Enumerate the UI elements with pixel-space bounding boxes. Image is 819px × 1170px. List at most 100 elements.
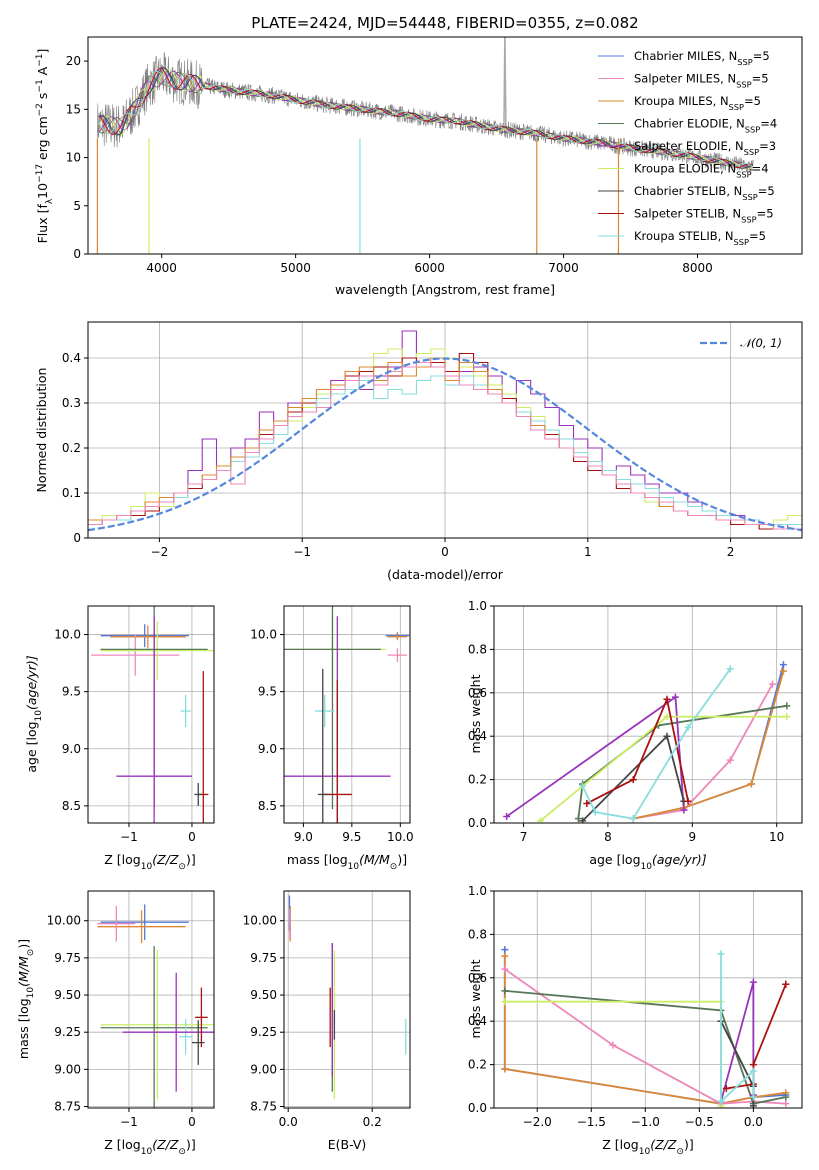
mass-weight-line bbox=[720, 981, 755, 1102]
mass-weight-marker bbox=[749, 978, 757, 986]
x-tick-label: 1 bbox=[584, 545, 592, 559]
model-spectrum-line bbox=[98, 67, 754, 168]
x-tick-label: 0 bbox=[188, 830, 196, 844]
x-tick-label: 9.5 bbox=[342, 830, 361, 844]
axes-frame bbox=[283, 605, 411, 824]
label-part: λ bbox=[45, 198, 55, 204]
x-tick-label: 8000 bbox=[682, 261, 713, 275]
mass-weight-marker bbox=[663, 732, 671, 740]
y-tick-label: 15 bbox=[66, 102, 81, 116]
age-vs-metallicity-panel: −1 08.59.09.510.0Z [log10(Z/Z⊙)]age [log1… bbox=[24, 605, 215, 872]
label-part: Chabrier ELODIE, N bbox=[634, 117, 745, 131]
y-tick-label: 9.00 bbox=[54, 1062, 81, 1076]
label-part: =5 bbox=[749, 229, 766, 243]
plot-area bbox=[97, 904, 214, 1108]
y-tick-label: 9.0 bbox=[62, 742, 81, 756]
age-vs-mass-panel: 9.0 9.5 10.0 8.5 9.0 9.5 10.0 mass [log10(M/M⊙)… bbox=[250, 605, 414, 872]
label-part: (age/yr)] bbox=[652, 852, 707, 867]
x-axis-label: age [log10(age/yr)] bbox=[589, 852, 706, 872]
mass-weight-marker bbox=[768, 680, 776, 688]
label-part: Flux [f bbox=[35, 204, 50, 244]
y-tick-label: 0.8 bbox=[468, 927, 487, 941]
mass-weight-marker bbox=[629, 776, 637, 784]
spectrum-panel: 4000 5000 6000 7000 8000 0 5 10 15 20 wavelength [… bbox=[35, 36, 803, 297]
x-tick-label: 10 bbox=[769, 830, 784, 844]
mass-weight-marker bbox=[783, 713, 791, 721]
y-tick-label: 8.5 bbox=[62, 799, 81, 813]
y-tick-label: 0.6 bbox=[468, 686, 487, 700]
label-part: mass [log bbox=[287, 852, 348, 867]
y-tick-label: 0.2 bbox=[468, 1058, 487, 1072]
x-axis-label: wavelength [Angstrom, rest frame] bbox=[335, 282, 555, 297]
label-part: =5 bbox=[744, 94, 761, 108]
label-part: ⊙ bbox=[676, 1147, 684, 1157]
legend-entry: 𝒩(0, 1) bbox=[740, 336, 782, 350]
mass-weight-line bbox=[586, 696, 689, 805]
y-tick-label: 0.0 bbox=[468, 816, 487, 830]
x-tick-label: −2 bbox=[151, 545, 169, 559]
legend-entry: Salpeter ELODIE, NSSP=3 bbox=[634, 139, 776, 157]
mass-weight-marker bbox=[536, 817, 544, 823]
label-part: (Z/Z bbox=[152, 1137, 179, 1152]
error-cross bbox=[100, 620, 214, 681]
label-part: ⊙ bbox=[178, 1147, 186, 1157]
plot-area bbox=[96, 37, 754, 254]
mass-weight-marker bbox=[749, 1061, 757, 1069]
label-part: (age/yr)] bbox=[24, 655, 39, 710]
label-part: 10 bbox=[639, 1147, 651, 1157]
label-part: Kroupa ELODIE, N bbox=[634, 162, 736, 176]
label-part: SSP bbox=[741, 215, 756, 225]
mass-weight-marker bbox=[663, 713, 671, 721]
mass-weight-marker bbox=[684, 724, 692, 732]
legend-entry: Chabrier ELODIE, NSSP=4 bbox=[634, 117, 777, 135]
x-tick-label: 9 bbox=[688, 830, 696, 844]
error-cross bbox=[195, 987, 208, 1048]
mass-weight-marker bbox=[782, 1100, 790, 1108]
x-tick-label: −2.0 bbox=[523, 1115, 552, 1129]
label-part: )] bbox=[186, 1137, 196, 1152]
x-axis-label: Z [log10(Z/Z⊙)] bbox=[602, 1137, 693, 1157]
y-tick-label: 10.00 bbox=[243, 914, 277, 928]
mass-weight-line bbox=[581, 668, 732, 820]
normal-distribution-curve bbox=[88, 357, 802, 532]
x-tick-label: 10.0 bbox=[387, 830, 414, 844]
label-part: =5 bbox=[758, 184, 775, 198]
mass-weight-marker bbox=[749, 1067, 757, 1075]
y-tick-label: 0.3 bbox=[62, 396, 81, 410]
label-part: Chabrier MILES, N bbox=[634, 49, 737, 63]
plot-area bbox=[88, 330, 802, 532]
y-tick-label: 10.00 bbox=[47, 914, 81, 928]
label-part: 10 bbox=[141, 862, 153, 872]
label-part: =5 bbox=[753, 49, 770, 63]
label-part: 10 bbox=[34, 710, 44, 722]
legend-entry: Salpeter MILES, NSSP=5 bbox=[634, 72, 769, 90]
x-tick-label: 6000 bbox=[414, 261, 445, 275]
y-tick-label: 9.00 bbox=[250, 1062, 277, 1076]
label-part: (M/M bbox=[359, 852, 390, 867]
legend-entry: Salpeter STELIB, NSSP=5 bbox=[634, 207, 774, 225]
x-tick-label: 7000 bbox=[548, 261, 579, 275]
axes-frame bbox=[493, 605, 803, 824]
label-part: 10 bbox=[35, 183, 50, 199]
x-tick-label: 4000 bbox=[146, 261, 177, 275]
error-cross bbox=[100, 904, 189, 941]
label-part: SSP bbox=[745, 125, 760, 135]
y-tick-label: 5 bbox=[73, 199, 81, 213]
label-part: ] bbox=[35, 49, 50, 54]
mass-weight-marker bbox=[579, 817, 587, 823]
error-cross bbox=[100, 950, 214, 1100]
y-tick-label: 9.5 bbox=[62, 685, 81, 699]
label-part: =3 bbox=[759, 139, 776, 153]
y-axis-label: mass weight bbox=[468, 959, 483, 1038]
mass-weight-marker bbox=[501, 965, 509, 973]
mass-weight-marker bbox=[609, 1041, 617, 1049]
mass-weight-marker bbox=[680, 806, 688, 814]
plot-area bbox=[288, 895, 407, 1100]
x-tick-label: 0.2 bbox=[363, 1115, 382, 1129]
mass-weight-marker bbox=[782, 980, 790, 988]
label-part: )] bbox=[16, 939, 31, 949]
y-tick-label: 10.0 bbox=[250, 628, 277, 642]
mass-weight-marker bbox=[663, 695, 671, 703]
